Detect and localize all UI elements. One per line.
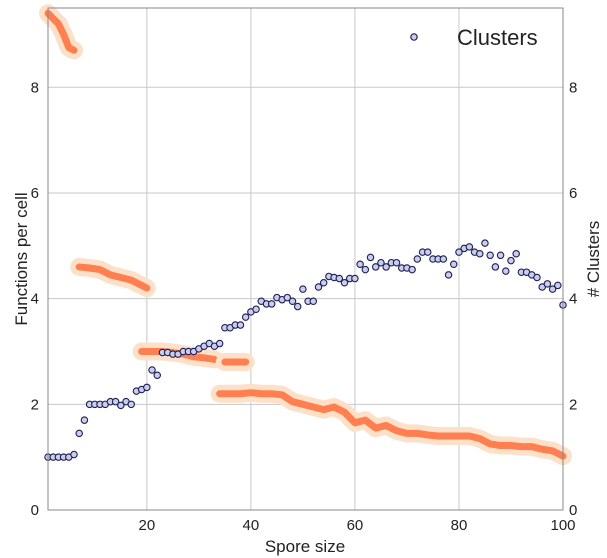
function-bands	[39, 4, 572, 466]
cluster-point	[496, 251, 505, 260]
legend-marker	[410, 33, 418, 41]
cluster-point	[481, 239, 489, 247]
cluster-point	[491, 263, 500, 271]
cluster-point	[366, 253, 375, 262]
cluster-point	[117, 401, 125, 410]
cluster-point	[351, 274, 359, 283]
cluster-point	[455, 248, 463, 256]
band-core-1	[75, 263, 151, 292]
y-tick-label-right: 4	[569, 291, 577, 308]
cluster-point	[252, 305, 260, 313]
cluster-point	[502, 267, 510, 275]
cluster-point	[377, 258, 385, 267]
y-tick-label-left: 0	[31, 502, 39, 519]
x-tick-label: 60	[347, 517, 364, 534]
cluster-point	[507, 256, 515, 265]
x-axis-label: Spore size	[265, 537, 345, 556]
cluster-point	[554, 281, 562, 290]
cluster-point	[111, 397, 120, 406]
cluster-point	[153, 371, 161, 380]
cluster-point	[288, 297, 297, 306]
cluster-point	[465, 243, 474, 251]
y-tick-label-left: 2	[31, 396, 39, 413]
cluster-point	[127, 400, 135, 409]
cluster-point	[143, 383, 151, 392]
legend-label: Clusters	[457, 25, 538, 50]
band-core-4	[216, 389, 567, 460]
y-tick-label-right: 6	[569, 185, 577, 202]
y-tick-label-right: 0	[569, 502, 577, 519]
cluster-point	[413, 255, 422, 263]
cluster-point	[148, 366, 156, 374]
cluster-point	[340, 279, 349, 287]
cluster-point	[80, 416, 89, 424]
x-tick-label: 40	[243, 517, 260, 534]
cluster-point	[408, 265, 416, 274]
cluster-point	[439, 255, 448, 263]
cluster-point	[444, 271, 453, 279]
y-tick-label-right: 2	[569, 396, 577, 413]
y-tick-label-left: 8	[31, 79, 39, 96]
cluster-point	[314, 283, 323, 291]
cluster-point	[309, 297, 318, 306]
plot-frame	[47, 7, 564, 511]
legend: Clusters	[410, 25, 538, 50]
band-core-0	[44, 9, 78, 54]
cluster-point	[361, 265, 370, 274]
y-axis-label-left: Functions per cell	[12, 192, 31, 325]
cluster-point	[486, 251, 494, 260]
cluster-point	[533, 273, 541, 282]
cluster-point	[382, 263, 390, 271]
y-axis-label-right: # Clusters	[584, 221, 603, 298]
cluster-point	[476, 249, 484, 258]
y-tick-label-left: 6	[31, 185, 39, 202]
y-tick-label-left: 4	[31, 291, 39, 308]
cluster-point	[543, 280, 552, 288]
cluster-point	[319, 279, 328, 287]
cluster-point	[70, 450, 78, 459]
cluster-point	[267, 300, 276, 308]
cluster-point	[548, 285, 557, 293]
x-tick-label: 80	[451, 517, 468, 534]
cluster-point	[293, 302, 302, 311]
cluster-point	[236, 321, 245, 329]
y-tick-label-right: 8	[569, 79, 577, 96]
cluster-point	[371, 263, 380, 271]
cluster-point	[75, 429, 83, 438]
cluster-point	[450, 260, 458, 269]
cluster-point	[283, 293, 292, 302]
cluster-point	[356, 260, 364, 269]
cluster-point	[241, 313, 250, 321]
cluster-point	[299, 285, 307, 293]
cluster-point	[392, 258, 401, 267]
x-tick-label: 100	[550, 517, 575, 534]
cluster-point	[335, 274, 344, 283]
cluster-point	[423, 248, 432, 256]
cluster-point	[512, 249, 520, 258]
cluster-point	[215, 339, 224, 348]
x-tick-label: 20	[138, 517, 155, 534]
